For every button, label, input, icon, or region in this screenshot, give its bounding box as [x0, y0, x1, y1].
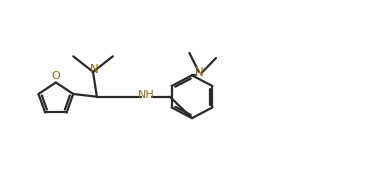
Text: NH: NH	[138, 90, 155, 100]
Text: N: N	[90, 63, 99, 76]
Text: O: O	[51, 71, 60, 81]
Text: N: N	[195, 66, 204, 79]
